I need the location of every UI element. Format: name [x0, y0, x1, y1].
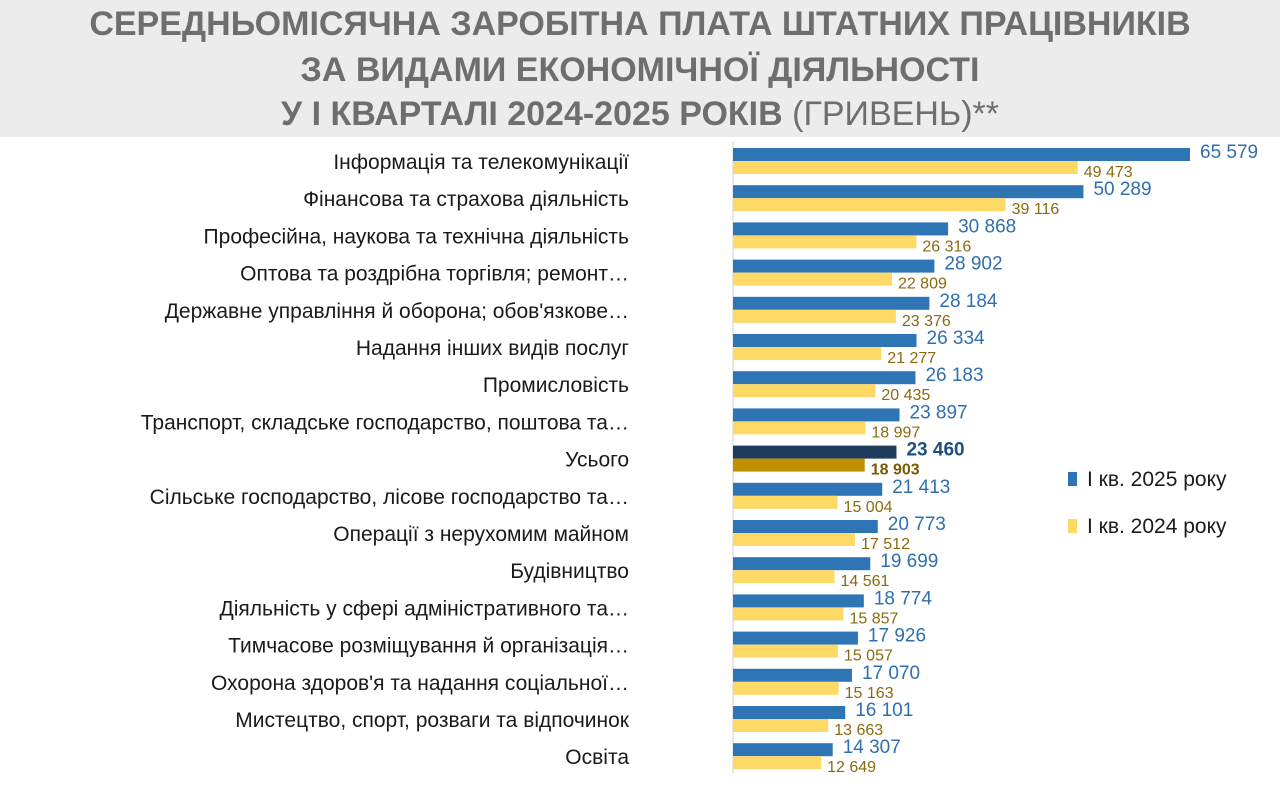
data-label-2025: 16 101 [855, 700, 913, 721]
data-label-2025: 20 773 [888, 514, 946, 535]
data-label-2025: 23 897 [910, 402, 968, 423]
data-label-2024: 20 435 [881, 387, 930, 404]
data-label-2024: 23 376 [902, 313, 951, 330]
data-label-2025: 17 926 [868, 626, 926, 647]
category-label: Сільське господарство, лісове господарст… [150, 486, 629, 509]
legend-swatch-2024 [1068, 519, 1077, 533]
data-label-2024: 15 163 [845, 685, 894, 702]
bar-2025 [733, 222, 949, 236]
chart-title-unit: (ГРИВЕНЬ)** [782, 95, 999, 133]
data-label-2024: 18 903 [871, 462, 920, 479]
bar-2024 [733, 384, 876, 398]
data-label-2024: 15 057 [844, 648, 893, 665]
bar-2024 [733, 272, 892, 286]
bar-2024 [733, 570, 835, 584]
bar-2024 [733, 495, 838, 509]
data-label-2025: 26 334 [927, 328, 986, 349]
data-label-2025: 28 184 [939, 291, 998, 312]
bar-2024 [733, 421, 866, 435]
data-label-2024: 18 997 [871, 424, 920, 441]
data-label-2025: 30 868 [958, 216, 1016, 237]
bar-2025 [733, 482, 883, 496]
category-label: Державне управління й оборона; обов'язко… [165, 300, 629, 323]
legend-label-2024: І кв. 2024 року [1087, 515, 1227, 538]
bar-2025 [733, 557, 871, 571]
bar-2025 [733, 520, 878, 533]
bar-2025 [733, 631, 858, 645]
category-label: Освіта [565, 746, 629, 769]
bar-2025 [733, 185, 1084, 199]
category-label: Мистецтво, спорт, розваги та відпочинок [235, 709, 630, 732]
bar-2024 [733, 607, 844, 621]
category-label: Охорона здоров'я та надання соціальної… [211, 672, 629, 695]
category-label: Професійна, наукова та технічна діяльніс… [204, 225, 630, 248]
data-label-2024: 49 473 [1084, 164, 1133, 181]
bar-chart: Інформація та телекомунікації 65 579 49 47… [141, 141, 1258, 776]
bar-2025 [733, 408, 900, 422]
chart-title-line-3: У І КВАРТАЛІ 2024-2025 РОКІВ (ГРИВЕНЬ)** [0, 94, 1280, 134]
category-label: Тимчасове розміщування й організація… [228, 635, 629, 658]
bar-2024 [733, 756, 822, 770]
bar-2025 [733, 445, 897, 459]
data-label-2025: 23 460 [906, 440, 964, 461]
bar-2025 [733, 594, 864, 608]
legend-swatch-2025 [1068, 472, 1077, 486]
bar-2024 [733, 198, 1006, 212]
bar-2024 [733, 161, 1078, 174]
data-label-2024: 17 512 [861, 536, 910, 553]
category-label: Оптова та роздрібна торгівля; ремонт… [240, 263, 629, 286]
data-label-2024: 12 649 [827, 759, 876, 776]
data-label-2024: 14 561 [840, 573, 889, 590]
category-label: Будівництво [510, 560, 629, 583]
bar-2025 [733, 334, 917, 347]
bar-2025 [733, 706, 846, 719]
bar-2024 [733, 644, 838, 658]
data-label-2025: 21 413 [892, 477, 950, 498]
title-band: СЕРЕДНЬОМІСЯЧНА ЗАРОБІТНА ПЛАТА ШТАТНИХ … [0, 0, 1280, 137]
category-label: Операції з нерухомим майном [333, 523, 629, 546]
data-label-2024: 15 857 [850, 610, 899, 627]
data-label-2025: 28 902 [944, 254, 1002, 275]
chart-title-line-1: СЕРЕДНЬОМІСЯЧНА ЗАРОБІТНА ПЛАТА ШТАТНИХ … [89, 5, 1191, 43]
data-label-2025: 14 307 [843, 737, 901, 758]
category-label: Транспорт, складське господарство, пошто… [141, 411, 629, 434]
bar-2024 [733, 681, 839, 695]
bar-2025 [733, 259, 935, 273]
category-label: Надання інших видів послуг [356, 337, 629, 360]
category-label: Промисловість [483, 374, 629, 397]
data-label-2024: 26 316 [922, 238, 971, 255]
bar-2025 [733, 296, 930, 310]
bar-2025 [733, 668, 852, 682]
data-label-2024: 15 004 [844, 499, 893, 516]
data-label-2024: 21 277 [887, 350, 936, 367]
data-label-2024: 39 116 [1012, 201, 1060, 218]
data-label-2025: 26 183 [925, 365, 983, 386]
category-label: Фінансова та страхова діяльність [303, 188, 629, 211]
chart-title-period: У І КВАРТАЛІ 2024-2025 РОКІВ [280, 95, 783, 133]
legend-label-2025: І кв. 2025 року [1087, 468, 1227, 491]
data-label-2025: 17 070 [862, 663, 920, 684]
bar-2024 [733, 719, 829, 732]
bar-2024 [733, 235, 917, 249]
category-label: Усього [565, 449, 629, 472]
bar-2024 [733, 309, 896, 323]
bar-2024 [733, 347, 882, 360]
chart-title-line-2: ЗА ВИДАМИ ЕКОНОМІЧНОЇ ДІЯЛЬНОСТІ [300, 51, 980, 89]
data-label-2025: 18 774 [874, 588, 933, 609]
category-label: Діяльність у сфері адміністративного та… [220, 597, 629, 620]
category-label: Інформація та телекомунікації [333, 151, 629, 174]
bar-2025 [733, 743, 833, 757]
data-label-2025: 65 579 [1200, 142, 1258, 163]
data-label-2025: 50 289 [1093, 179, 1151, 200]
data-label-2024: 22 809 [898, 276, 947, 293]
bar-2025 [733, 148, 1190, 161]
data-label-2025: 19 699 [880, 551, 938, 572]
data-label-2024: 13 663 [834, 722, 883, 739]
bar-2024 [733, 458, 865, 472]
bar-2025 [733, 371, 916, 385]
bar-2024 [733, 533, 856, 546]
